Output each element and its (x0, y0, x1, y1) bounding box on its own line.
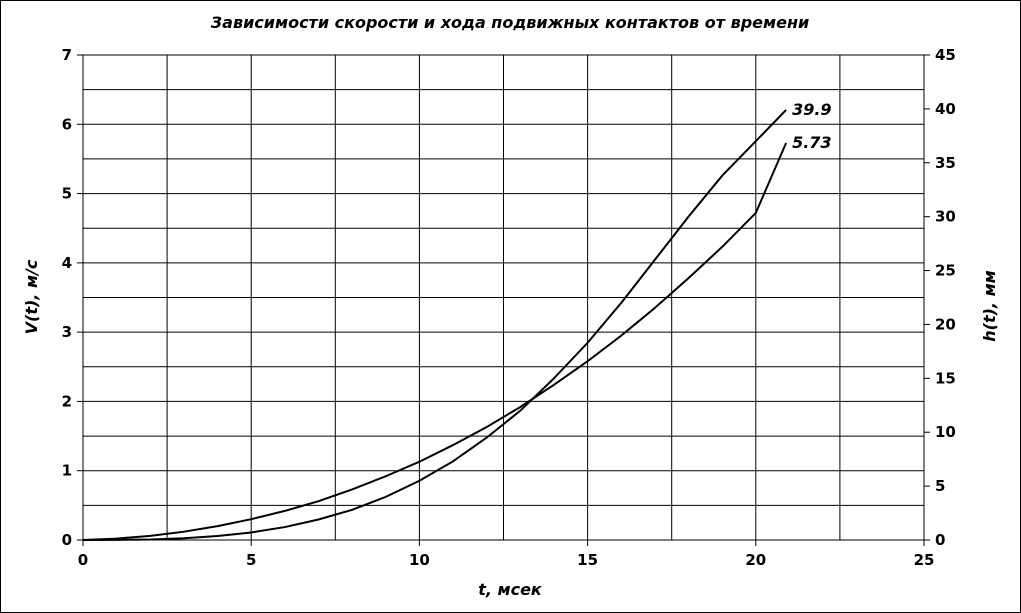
left-tick-label: 5 (62, 185, 72, 203)
right-tick-label: 35 (935, 154, 956, 172)
left-tick-label: 2 (62, 392, 72, 410)
left-tick-label: 3 (62, 323, 72, 341)
left-tick-label: 4 (62, 254, 72, 272)
stroke-series-line (82, 109, 787, 541)
right-tick-label: 25 (935, 262, 956, 280)
x-tick-label: 0 (78, 551, 88, 569)
right-axis-ticks: 0 5 10 15 20 25 30 35 40 45 (924, 46, 956, 549)
left-tick-label: 7 (62, 46, 72, 64)
right-tick-label: 15 (935, 369, 956, 387)
x-tick-label: 10 (409, 551, 430, 569)
left-tick-label: 1 (62, 462, 72, 480)
left-tick-label: 0 (62, 531, 72, 549)
x-axis-ticks: 0 5 10 15 20 25 (78, 540, 935, 569)
right-tick-label: 5 (935, 477, 945, 495)
right-tick-label: 45 (935, 46, 956, 64)
left-axis-label: V(t), м/с (22, 259, 41, 334)
x-tick-label: 25 (914, 551, 935, 569)
left-tick-label: 6 (62, 115, 72, 133)
velocity-end-label: 5.73 (792, 133, 831, 152)
chart-title: Зависимости скорости и хода подвижных ко… (210, 13, 809, 32)
x-axis-label: t, мсек (478, 580, 543, 599)
right-tick-label: 30 (935, 208, 956, 226)
x-tick-label: 5 (246, 551, 256, 569)
velocity-series-line (82, 142, 787, 541)
grid-lines (83, 55, 924, 540)
left-axis-ticks: 0 1 2 3 4 5 6 7 (62, 46, 83, 549)
right-tick-label: 40 (935, 100, 956, 118)
x-tick-label: 15 (577, 551, 598, 569)
x-tick-label: 20 (745, 551, 766, 569)
right-tick-label: 0 (935, 531, 945, 549)
series-group: 5.73 39.9 (82, 100, 832, 541)
right-tick-label: 20 (935, 315, 956, 333)
right-axis-label: h(t), мм (980, 270, 999, 341)
stroke-end-label: 39.9 (792, 100, 831, 119)
right-tick-label: 10 (935, 423, 956, 441)
